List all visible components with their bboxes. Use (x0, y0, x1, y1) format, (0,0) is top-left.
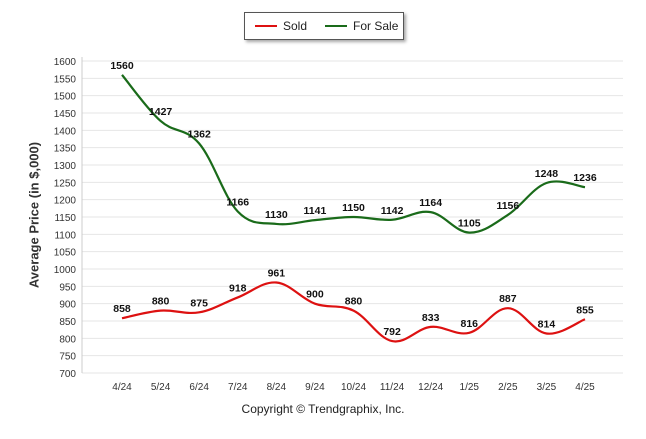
data-label-for-sale: 1130 (265, 209, 288, 221)
y-tick-label: 1000 (54, 265, 77, 276)
x-tick-label: 3/25 (537, 382, 557, 393)
data-label-for-sale: 1248 (535, 168, 559, 180)
y-tick-label: 1250 (54, 178, 77, 189)
x-tick-label: 1/25 (460, 382, 480, 393)
data-label-for-sale: 1166 (226, 196, 249, 208)
y-tick-label: 1200 (54, 196, 77, 207)
y-tick-label: 850 (59, 317, 76, 328)
data-label-sold: 792 (383, 326, 401, 338)
data-label-for-sale: 1142 (381, 205, 404, 217)
data-label-for-sale: 1362 (187, 129, 211, 141)
data-label-sold: 900 (306, 289, 324, 301)
x-tick-label: 6/24 (189, 382, 209, 393)
y-tick-label: 950 (59, 282, 76, 293)
copyright-text: Copyright © Trendgraphix, Inc. (241, 402, 405, 416)
y-tick-label: 1500 (54, 92, 77, 103)
data-label-for-sale: 1427 (149, 106, 173, 118)
y-tick-label: 1150 (54, 213, 76, 224)
y-tick-label: 1600 (54, 57, 77, 68)
series-line-sold (121, 281, 586, 343)
data-label-for-sale: 1560 (110, 60, 134, 72)
y-tick-label: 1300 (54, 161, 77, 172)
data-label-sold: 887 (499, 293, 517, 305)
y-tick-label: 750 (59, 352, 76, 363)
data-label-for-sale: 1164 (419, 197, 442, 209)
x-tick-label: 7/24 (228, 382, 248, 393)
x-tick-label: 2/25 (498, 382, 518, 393)
y-tick-label: 1050 (54, 248, 77, 259)
x-tick-label: 8/24 (267, 382, 287, 393)
x-tick-label: 5/24 (151, 382, 171, 393)
legend-swatch-for-sale (325, 25, 348, 27)
series-line-for-sale (121, 74, 586, 234)
x-tick-label: 9/24 (305, 382, 325, 393)
legend-item-sold[interactable]: Sold (255, 19, 307, 33)
data-label-for-sale: 1236 (573, 172, 597, 184)
data-label-sold: 880 (152, 296, 170, 308)
y-axis-label: Average Price (in $,000) (26, 141, 42, 289)
legend-swatch-sold (255, 25, 277, 27)
y-tick-label: 1550 (54, 74, 77, 85)
data-label-sold: 961 (268, 268, 286, 280)
data-label-sold: 918 (229, 282, 247, 294)
data-label-for-sale: 1150 (342, 202, 365, 214)
y-tick-label: 800 (59, 334, 76, 345)
x-tick-label: 4/25 (575, 382, 595, 393)
legend-item-for-sale[interactable]: For Sale (325, 19, 398, 33)
x-tick-label: 12/24 (418, 382, 443, 393)
y-tick-label: 1400 (54, 126, 77, 137)
legend-label-for-sale: For Sale (353, 19, 399, 33)
data-label-sold: 875 (190, 297, 208, 309)
x-tick-label: 4/24 (112, 382, 132, 393)
legend: Sold For Sale (244, 12, 404, 40)
x-tick-label: 11/24 (380, 382, 405, 393)
data-label-sold: 880 (345, 296, 363, 308)
x-tick-label: 10/24 (341, 382, 366, 393)
data-label-sold: 858 (113, 303, 131, 315)
data-label-sold: 855 (576, 304, 594, 316)
data-label-sold: 814 (538, 318, 556, 330)
y-tick-label: 900 (59, 300, 76, 311)
y-tick-label: 700 (59, 369, 76, 380)
legend-label-sold: Sold (283, 19, 308, 33)
y-tick-label: 1450 (54, 109, 77, 120)
data-label-for-sale: 1141 (304, 205, 327, 217)
data-label-sold: 816 (460, 318, 478, 330)
data-label-for-sale: 1156 (496, 200, 519, 212)
data-label-for-sale: 1105 (458, 218, 481, 230)
y-tick-label: 1350 (54, 144, 77, 155)
y-tick-label: 1100 (54, 230, 76, 241)
data-label-sold: 833 (422, 312, 440, 324)
